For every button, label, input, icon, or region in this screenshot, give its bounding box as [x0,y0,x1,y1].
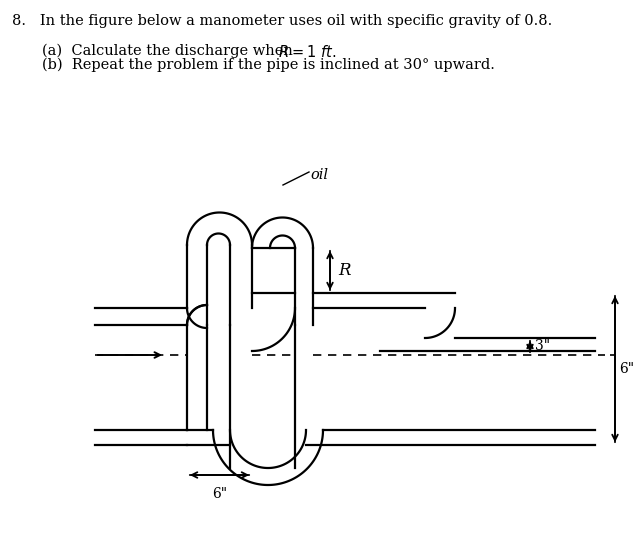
Text: 6": 6" [619,362,634,376]
Text: oil: oil [310,168,328,182]
Text: 3": 3" [535,339,550,353]
Text: 6": 6" [212,487,227,501]
Text: 8.   In the figure below a manometer uses oil with specific gravity of 0.8.: 8. In the figure below a manometer uses … [12,14,552,28]
Text: $R = 1\ ft.$: $R = 1\ ft.$ [278,44,336,60]
Text: (b)  Repeat the problem if the pipe is inclined at 30° upward.: (b) Repeat the problem if the pipe is in… [42,58,495,72]
Text: (a)  Calculate the discharge when: (a) Calculate the discharge when [42,44,297,59]
Text: R: R [338,262,350,279]
